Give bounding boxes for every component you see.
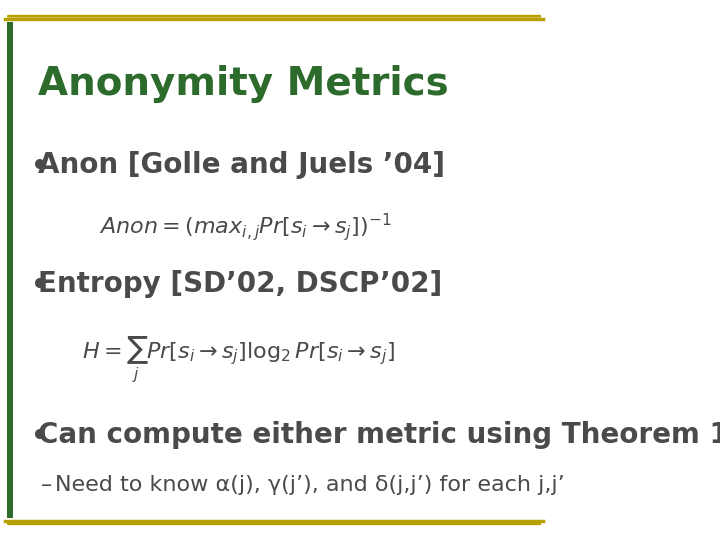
- Text: Anonymity Metrics: Anonymity Metrics: [38, 65, 449, 103]
- Text: •: •: [30, 270, 50, 303]
- Text: •: •: [30, 421, 50, 454]
- Text: $Anon = (max_{i,j} Pr[s_i \rightarrow s_j])^{-1}$: $Anon = (max_{i,j} Pr[s_i \rightarrow s_…: [99, 211, 391, 242]
- Text: Need to know α(j), γ(j’), and δ(j,j’) for each j,j’: Need to know α(j), γ(j’), and δ(j,j’) fo…: [55, 475, 564, 495]
- Text: –: –: [41, 475, 53, 495]
- Text: $H = \sum_j Pr[s_i \rightarrow s_j] \log_2 Pr[s_i \rightarrow s_j]$: $H = \sum_j Pr[s_i \rightarrow s_j] \log…: [82, 335, 395, 386]
- Text: Entropy [SD’02, DSCP’02]: Entropy [SD’02, DSCP’02]: [38, 270, 443, 298]
- Text: •: •: [30, 151, 50, 184]
- Bar: [6, 22, 13, 518]
- Text: Can compute either metric using Theorem 1: Can compute either metric using Theorem …: [38, 421, 720, 449]
- Text: Anon [Golle and Juels ’04]: Anon [Golle and Juels ’04]: [38, 151, 446, 179]
